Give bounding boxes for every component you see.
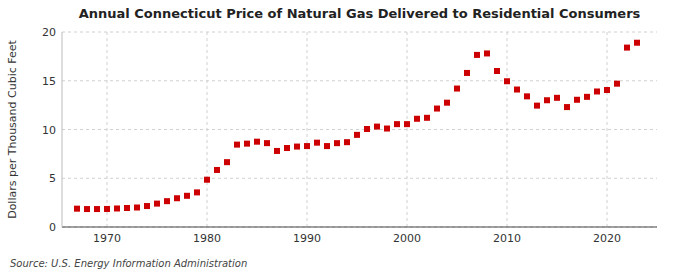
chart: 1970 1980 1990 2000 2010 2020 0 5 10 15 20 Annual C… [0, 0, 675, 275]
grid [62, 32, 657, 227]
grid-line [62, 80, 657, 81]
y-tick-label: 0 [49, 221, 56, 234]
point [474, 52, 480, 58]
point [304, 143, 310, 149]
point [524, 93, 530, 99]
point [534, 103, 540, 109]
x-tick-label: 1970 [93, 232, 121, 245]
tick-labels: 1970 1980 1990 2000 2010 2020 0 5 10 15 20 [42, 26, 621, 245]
x-tick-label: 1990 [293, 232, 321, 245]
point [174, 195, 180, 201]
y-axis-label: Dollars per Thousand Cubic Feet [6, 39, 19, 218]
point [464, 70, 470, 76]
point [274, 148, 280, 154]
grid-line [407, 32, 408, 227]
point [114, 205, 120, 211]
point [314, 140, 320, 146]
title: Annual Connecticut Price of Natural Gas … [79, 6, 641, 21]
point [144, 203, 150, 209]
point [394, 121, 400, 127]
grid-line [507, 32, 508, 227]
point [264, 140, 270, 146]
grid-line [62, 227, 657, 228]
point [484, 50, 490, 56]
point [454, 86, 460, 92]
point [514, 87, 520, 93]
point [594, 88, 600, 94]
point [204, 177, 210, 183]
y-axis-line [62, 32, 63, 227]
point [224, 159, 230, 165]
point [154, 201, 160, 207]
x-tick-label: 2020 [593, 232, 621, 245]
point [634, 40, 640, 46]
point [94, 206, 100, 212]
point [384, 126, 390, 132]
point [424, 115, 430, 121]
point [344, 139, 350, 145]
point [624, 45, 630, 51]
point [104, 206, 110, 212]
point [614, 81, 620, 87]
point [184, 193, 190, 199]
point [324, 143, 330, 149]
point [164, 198, 170, 204]
grid-line [607, 32, 608, 227]
y-tick-label: 20 [42, 26, 56, 39]
point [494, 68, 500, 74]
point [434, 106, 440, 112]
point [554, 95, 560, 101]
y-tick-label: 15 [42, 75, 56, 88]
grid-line [207, 32, 208, 227]
point [234, 142, 240, 148]
point [294, 144, 300, 150]
point [504, 78, 510, 84]
point [414, 116, 420, 122]
point [584, 94, 590, 100]
point [214, 167, 220, 173]
points [74, 40, 640, 212]
y-tick-label: 10 [42, 124, 56, 137]
x-tick-label: 1980 [193, 232, 221, 245]
point [374, 124, 380, 130]
point [134, 205, 140, 211]
point [544, 97, 550, 103]
point [124, 205, 130, 211]
x-tick-label: 2010 [493, 232, 521, 245]
source-note: Source: U.S. Energy Information Administ… [10, 258, 247, 269]
grid-line [62, 178, 657, 179]
point [354, 132, 360, 138]
point [364, 126, 370, 132]
x-axis-line [62, 227, 657, 228]
grid-line [62, 32, 657, 33]
grid-line [307, 32, 308, 227]
point [404, 121, 410, 127]
point [84, 206, 90, 212]
grid-line [107, 32, 108, 227]
point [284, 145, 290, 151]
point [444, 100, 450, 106]
point [604, 87, 610, 93]
point [564, 104, 570, 110]
x-tick-label: 2000 [393, 232, 421, 245]
point [334, 140, 340, 146]
point [74, 206, 80, 212]
y-tick-label: 5 [49, 172, 56, 185]
point [254, 139, 260, 145]
point [194, 189, 200, 195]
grid-line [62, 129, 657, 130]
point [244, 141, 250, 147]
point [574, 97, 580, 103]
